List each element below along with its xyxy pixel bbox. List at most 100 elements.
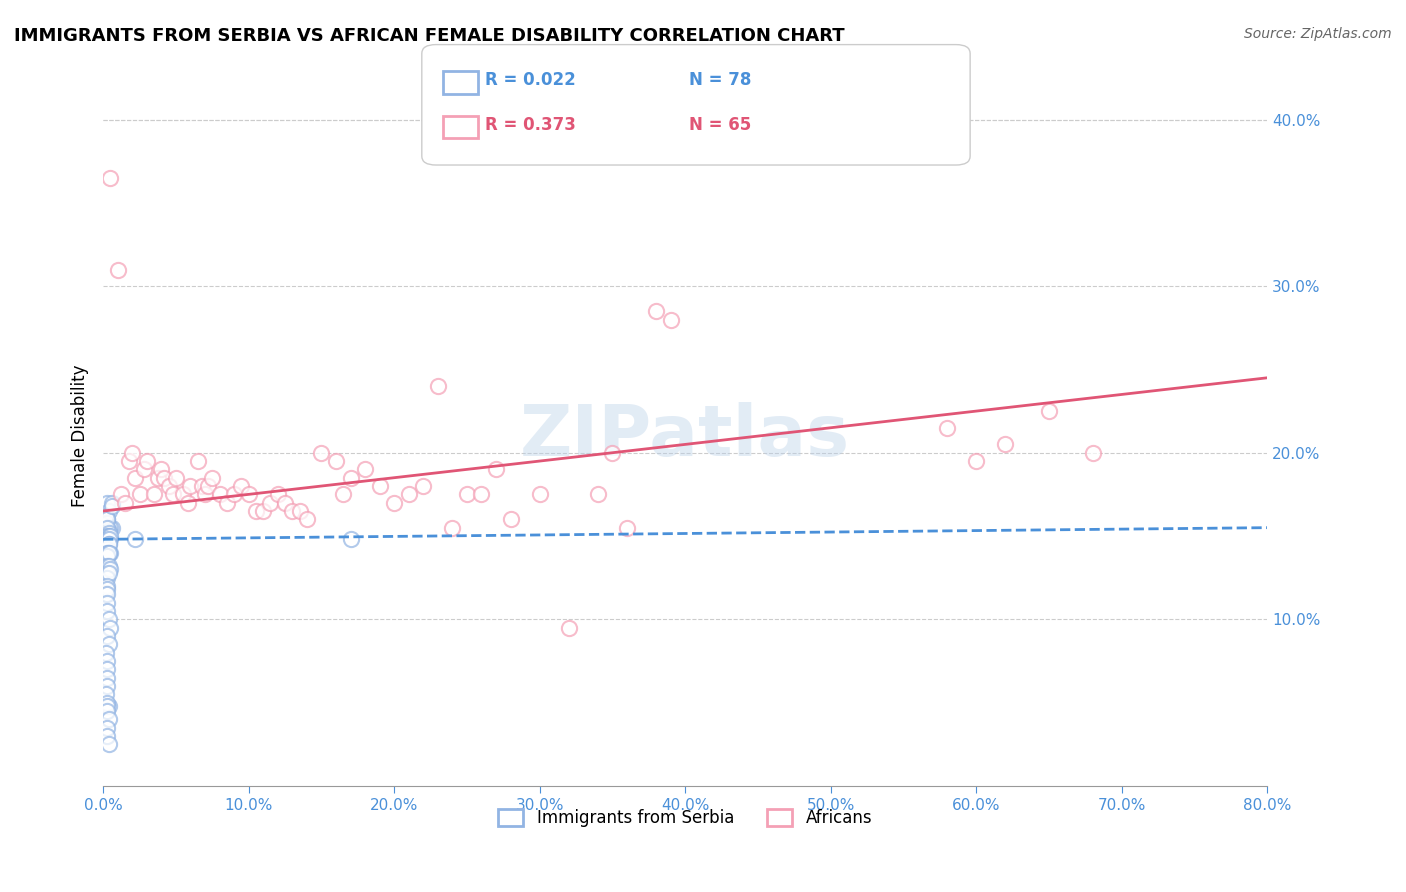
Text: N = 78: N = 78 — [689, 71, 751, 89]
Point — [94, 562, 117, 576]
Point — [368, 479, 391, 493]
Point — [97, 546, 120, 560]
Point — [339, 533, 361, 547]
Point — [94, 646, 117, 660]
Point — [150, 462, 173, 476]
Point — [325, 454, 347, 468]
Point — [96, 542, 118, 557]
Point — [96, 529, 118, 543]
Point — [165, 471, 187, 485]
Point — [172, 487, 194, 501]
Point — [153, 471, 176, 485]
Point — [96, 654, 118, 668]
Point — [94, 546, 117, 560]
Point — [215, 496, 238, 510]
Point — [311, 446, 333, 460]
Point — [96, 533, 118, 547]
Point — [398, 487, 420, 501]
Point — [96, 549, 118, 563]
Point — [96, 521, 118, 535]
Point — [267, 487, 290, 501]
Point — [97, 525, 120, 540]
Point — [231, 479, 253, 493]
Point — [96, 562, 118, 576]
Text: N = 65: N = 65 — [689, 116, 751, 134]
Point — [179, 479, 201, 493]
Point — [382, 496, 405, 510]
Point — [94, 687, 117, 701]
Point — [470, 487, 492, 501]
Point — [100, 521, 122, 535]
Point — [96, 558, 118, 573]
Point — [295, 512, 318, 526]
Point — [162, 487, 184, 501]
Point — [96, 529, 118, 543]
Point — [97, 712, 120, 726]
Point — [96, 537, 118, 551]
Point — [96, 604, 118, 618]
Point — [121, 446, 143, 460]
Point — [191, 479, 214, 493]
Legend: Immigrants from Serbia, Africans: Immigrants from Serbia, Africans — [492, 802, 879, 833]
Point — [936, 421, 959, 435]
Point — [96, 582, 118, 597]
Point — [441, 521, 464, 535]
Point — [100, 529, 122, 543]
Point — [97, 504, 120, 518]
Point — [659, 312, 682, 326]
Point — [97, 524, 120, 538]
Point — [96, 549, 118, 563]
Point — [558, 621, 581, 635]
Point — [586, 487, 609, 501]
Point — [148, 471, 170, 485]
Point — [201, 471, 224, 485]
Point — [96, 671, 118, 685]
Point — [97, 546, 120, 560]
Point — [107, 262, 129, 277]
Point — [96, 679, 118, 693]
Point — [965, 454, 987, 468]
Point — [96, 546, 118, 560]
Point — [96, 537, 118, 551]
Point — [616, 521, 638, 535]
Text: Source: ZipAtlas.com: Source: ZipAtlas.com — [1244, 27, 1392, 41]
Point — [96, 721, 118, 735]
Point — [96, 579, 118, 593]
Point — [118, 454, 141, 468]
Point — [252, 504, 274, 518]
Point — [994, 437, 1017, 451]
Point — [354, 462, 377, 476]
Point — [94, 587, 117, 601]
Point — [101, 521, 124, 535]
Point — [96, 587, 118, 601]
Point — [124, 533, 146, 547]
Point — [96, 698, 118, 713]
Point — [485, 462, 508, 476]
Point — [96, 566, 118, 580]
Point — [100, 170, 122, 185]
Point — [94, 533, 117, 547]
Point — [96, 696, 118, 710]
Point — [96, 571, 118, 585]
Point — [128, 487, 150, 501]
Point — [96, 546, 118, 560]
Point — [100, 562, 122, 576]
Point — [100, 533, 122, 547]
Point — [97, 537, 120, 551]
Point — [97, 637, 120, 651]
Point — [96, 629, 118, 643]
Point — [96, 512, 118, 526]
Text: ZIPatlas: ZIPatlas — [520, 401, 851, 471]
Point — [97, 698, 120, 713]
Point — [96, 512, 118, 526]
Point — [499, 512, 522, 526]
Point — [176, 496, 198, 510]
Point — [339, 471, 361, 485]
Point — [332, 487, 354, 501]
Point — [94, 554, 117, 568]
Point — [97, 529, 120, 543]
Point — [124, 471, 146, 485]
Point — [187, 454, 209, 468]
Point — [274, 496, 297, 510]
Point — [97, 521, 120, 535]
